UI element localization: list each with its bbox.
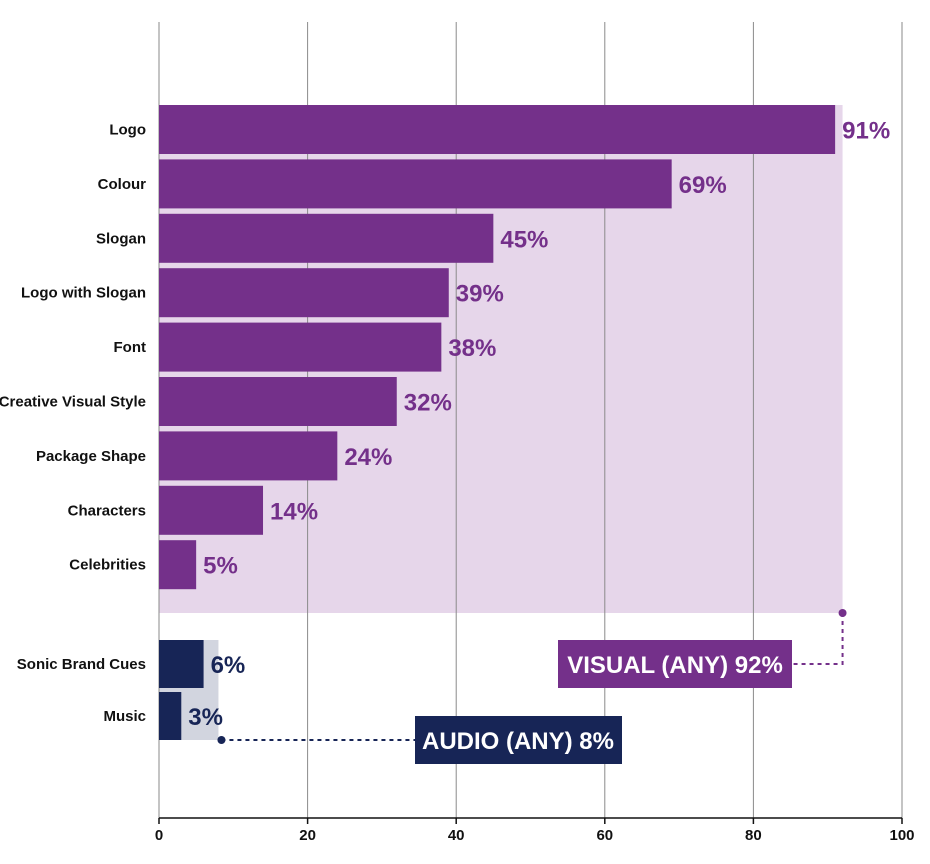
value-label: 32% xyxy=(404,390,452,417)
value-label: 24% xyxy=(344,444,392,471)
value-label: 45% xyxy=(500,226,548,253)
category-label: Sonic Brand Cues xyxy=(17,656,146,673)
value-label: 5% xyxy=(203,553,238,580)
visual-bar xyxy=(159,431,338,481)
category-labels: Logo Colour Slogan Logo with Slogan Font Crea… xyxy=(0,122,146,726)
category-label: Font xyxy=(114,339,146,356)
category-label: Characters xyxy=(68,502,146,519)
x-tick-label: 60 xyxy=(596,827,613,844)
visual-bar xyxy=(159,540,197,590)
visual-total-connector xyxy=(792,613,844,665)
category-label: Slogan xyxy=(96,230,146,247)
x-tick-label: 0 xyxy=(155,827,163,844)
visual-bar xyxy=(159,105,836,154)
value-label: 69% xyxy=(679,172,727,199)
visual-bar xyxy=(159,322,442,372)
visual-bar xyxy=(159,213,494,263)
category-label: Colour xyxy=(98,176,146,193)
audio-bar xyxy=(159,692,182,740)
visual-bar xyxy=(159,485,264,535)
x-tick-label: 80 xyxy=(745,827,762,844)
x-tick-label: 20 xyxy=(299,827,316,844)
callouts: VISUAL (ANY) 92% AUDIO (ANY) 8% xyxy=(217,609,847,764)
value-label: 91% xyxy=(842,118,890,145)
category-label: Logo xyxy=(109,122,146,139)
category-label: Music xyxy=(103,708,146,725)
value-label: 39% xyxy=(456,281,504,308)
x-axis: 0 20 40 60 80 100 xyxy=(155,817,915,844)
category-label: Creative Visual Style xyxy=(0,394,146,411)
x-tick-label: 40 xyxy=(448,827,465,844)
bars xyxy=(159,105,836,740)
visual-total-box xyxy=(558,640,792,688)
category-label: Package Shape xyxy=(36,448,146,465)
audio-total-label: AUDIO (ANY) 8% xyxy=(422,728,614,755)
category-label: Logo with Slogan xyxy=(21,285,146,302)
value-label: 38% xyxy=(448,335,496,362)
visual-total-label: VISUAL (ANY) 92% xyxy=(567,652,783,679)
x-tick-label: 100 xyxy=(889,827,914,844)
audio-bar xyxy=(159,640,204,688)
audio-total-box xyxy=(415,716,622,764)
visual-bar xyxy=(159,159,672,209)
value-labels: 91% 69% 45% 39% 38% 32% 24% 14% 5% 6% 3% xyxy=(188,118,890,732)
visual-bar xyxy=(159,268,449,318)
value-label: 3% xyxy=(188,704,223,731)
category-label: Celebrities xyxy=(69,557,146,574)
value-label: 14% xyxy=(270,498,318,525)
value-label: 6% xyxy=(211,652,246,679)
visual-bar xyxy=(159,377,397,426)
